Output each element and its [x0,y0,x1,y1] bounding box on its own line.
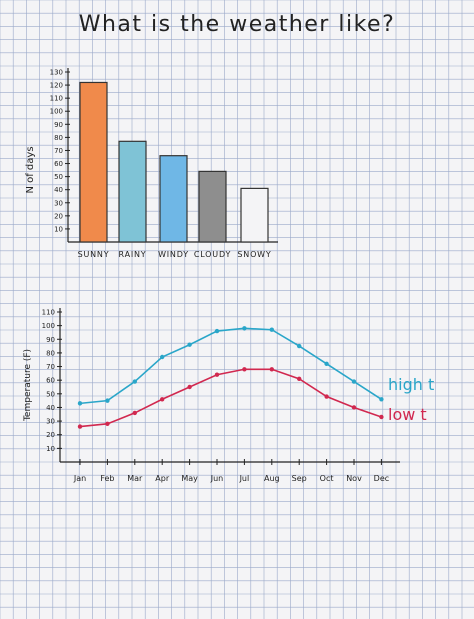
line-y-tick-label: 90 [46,336,55,344]
line-x-tick-label: Aug [264,474,280,483]
bar-y-tick-label: 110 [50,95,63,103]
bar-cloudy [198,170,227,243]
line-x-tick-label: May [181,474,198,483]
series-point [379,414,384,420]
line-y-tick-label: 110 [42,309,55,317]
bar-y-axis-label: N of days [25,146,36,193]
series-point [160,354,165,360]
line-y-axis-label: Temperature (F) [23,349,33,422]
line-y-tick-label: 10 [46,445,55,453]
line-x-tick-label: Dec [374,474,389,483]
bar-category-label: SNOWY [237,250,271,259]
series-point [351,405,357,410]
bar-category-label: CLOUDY [194,250,231,259]
line-y-tick-label: 20 [46,431,55,439]
series-point [105,398,110,403]
line-chart: 10 20 30 40 50 60 70 80 90 100 110 Temperature (F) J… [23,308,434,483]
series-point [214,328,220,334]
line-y-tick-label: 100 [42,322,55,330]
line-x-tick-label: Sep [292,474,307,483]
line-y-tick-label: 50 [46,390,55,398]
bar-y-tick-label: 30 [54,199,63,207]
bar-y-tick-label: 10 [54,225,63,233]
bar-category-label: WINDY [158,250,189,259]
bar-y-tick-label: 80 [54,134,63,142]
line-y-tick-label: 60 [46,377,55,385]
series-point [77,424,83,429]
series-point [132,379,137,384]
line-y-tick-label: 40 [46,404,55,412]
series-line-high-t [79,327,382,405]
line-x-tick-label: Oct [320,474,334,483]
line-x-tick-label: Jun [210,474,224,483]
bar-rainy [118,140,147,243]
page-title: What is the weather like? [78,12,396,37]
series-point [324,394,329,399]
legend-label: low t [388,405,427,424]
bar-y-tick-label: 120 [50,82,63,90]
series-point [242,367,247,372]
bar-y-tick-label: 40 [54,186,63,194]
line-x-tick-label: Apr [155,474,170,483]
bar-category-label: SUNNY [78,250,110,259]
series-point [297,376,302,382]
bar-y-tick-label: 90 [54,121,63,129]
line-x-tick-label: Jul [239,474,250,483]
series-point [379,397,384,402]
bar-windy [159,155,188,243]
series-point [351,379,357,384]
series-point [187,384,192,390]
series-point [297,343,302,349]
series-point [269,367,274,372]
bar-y-tick-label: 100 [50,108,63,116]
series-point [105,421,110,427]
line-y-tick-label: 80 [46,349,55,357]
bar-snowy [240,187,269,243]
series-point [187,342,192,347]
bar-sunny [79,81,108,243]
bar-y-tick-label: 130 [50,69,63,77]
line-y-tick-label: 30 [46,418,55,426]
series-point [324,361,329,367]
line-x-tick-label: Jan [73,474,86,483]
series-point [214,372,220,377]
series-point [269,327,274,332]
bar-y-tick-label: 60 [54,160,63,168]
series-point [242,326,247,331]
series-point [77,401,83,406]
line-x-tick-label: Nov [346,474,362,483]
series-point [132,410,137,416]
legend-label: high t [388,375,434,394]
bar-chart: 10 20 30 40 50 60 70 80 90 100 110 120 130 N of days S… [25,68,278,259]
line-y-tick-label: 70 [46,363,55,371]
bar-y-tick-label: 20 [54,212,63,220]
series-line-low-t [79,368,382,428]
line-x-tick-label: Feb [100,474,114,483]
bar-category-label: RAINY [119,250,147,259]
bar-y-tick-label: 70 [54,147,63,155]
line-x-tick-label: Mar [127,474,143,483]
series-point [160,397,165,402]
bar-y-tick-label: 50 [54,173,63,181]
